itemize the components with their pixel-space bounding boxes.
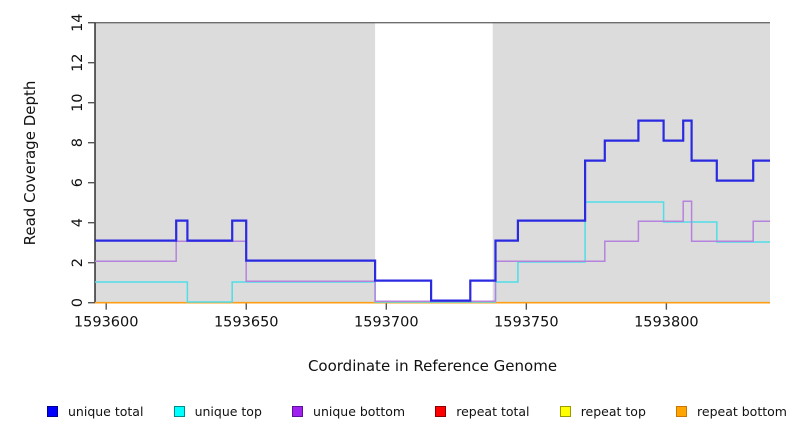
y-tick-label: 4 — [70, 218, 86, 227]
x-tick-label: 1593800 — [634, 315, 699, 331]
legend-label: unique bottom — [313, 403, 406, 419]
x-tick-label: 1593600 — [74, 315, 139, 331]
shaded-region — [492, 22, 770, 303]
legend-label: unique top — [194, 403, 262, 419]
y-tick-label: 14 — [70, 13, 86, 31]
legend-item-repeat-top: repeat top — [559, 403, 646, 419]
y-tick-label: 6 — [70, 178, 86, 187]
legend-label: repeat bottom — [697, 403, 787, 419]
series-line-unique-total — [95, 119, 770, 302]
legend-item-repeat-total: repeat total — [435, 403, 530, 419]
legend-label: repeat top — [580, 403, 646, 419]
legend: unique total unique top unique bottom re… — [47, 399, 787, 423]
shaded-region — [95, 22, 376, 303]
legend-label: repeat total — [456, 403, 530, 419]
y-tick-label: 8 — [70, 138, 86, 147]
unique-total-swatch-icon — [47, 405, 58, 417]
repeat-bottom-swatch-icon — [676, 405, 688, 417]
x-tick-label: 1593650 — [214, 315, 279, 331]
unique-top-swatch-icon — [173, 405, 185, 417]
x-axis-title: Coordinate in Reference Genome — [307, 357, 558, 375]
y-tick-label: 12 — [70, 53, 86, 71]
y-axis-title: Read Coverage Depth — [21, 80, 39, 246]
repeat-top-swatch-icon — [559, 405, 571, 417]
unique-bottom-swatch-icon — [292, 405, 304, 417]
y-tick-label: 10 — [70, 93, 86, 111]
y-tick-label: 2 — [70, 258, 86, 267]
legend-item-repeat-bottom: repeat bottom — [676, 404, 787, 419]
legend-item-unique-total: unique total — [47, 404, 143, 419]
legend-label: unique total — [68, 403, 144, 419]
legend-item-unique-bottom: unique bottom — [292, 404, 405, 419]
repeat-total-swatch-icon — [435, 405, 447, 417]
x-tick-label: 1593700 — [354, 315, 419, 331]
legend-item-unique-top: unique top — [173, 403, 262, 419]
y-tick-label: 0 — [70, 298, 86, 307]
x-tick-label: 1593750 — [494, 315, 559, 331]
